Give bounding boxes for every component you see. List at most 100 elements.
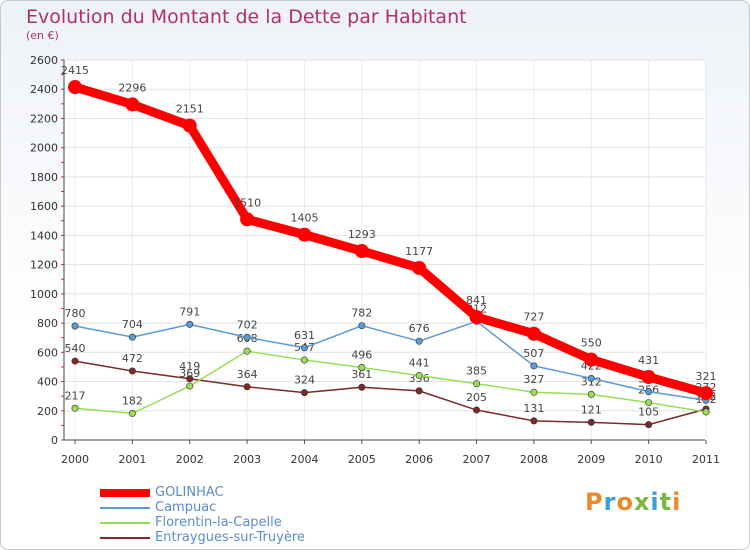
data-point-2	[473, 380, 481, 388]
data-label-2: 369	[179, 367, 200, 380]
logo-letter: P	[585, 488, 604, 516]
legend-swatch	[100, 536, 150, 539]
data-point-1	[243, 333, 251, 341]
y-tick-label: 200	[37, 405, 58, 418]
logo-letter: i	[650, 488, 660, 516]
data-point-1	[186, 320, 194, 328]
data-point-1	[530, 362, 538, 370]
data-label-1: 507	[523, 347, 544, 360]
data-label-0: 321	[696, 370, 717, 383]
y-tick-label: 1200	[30, 259, 58, 272]
data-point-1	[415, 337, 423, 345]
x-tick-label: 2003	[233, 453, 261, 466]
data-label-2: 385	[466, 365, 487, 378]
data-point-3	[415, 387, 423, 395]
data-point-2	[702, 408, 710, 416]
legend-label: GOLINHAC	[155, 485, 224, 500]
series-line-2	[74, 350, 707, 415]
data-label-3: 540	[65, 342, 86, 355]
data-point-0	[182, 118, 197, 133]
x-tick-label: 2004	[290, 453, 318, 466]
data-label-2: 496	[351, 349, 372, 362]
data-point-3	[186, 375, 194, 383]
data-point-3	[300, 389, 308, 397]
logo-letter: x	[633, 488, 651, 516]
data-label-3: 472	[122, 352, 143, 365]
x-tick-label: 2009	[577, 453, 605, 466]
series-line-3	[74, 360, 707, 426]
x-tick-label: 2001	[118, 453, 146, 466]
legend-label: Entraygues-sur-Truyère	[155, 530, 305, 545]
legend: GOLINHAC Campuac Florentin-la-Capelle Entra…	[100, 485, 305, 545]
data-point-3	[71, 357, 79, 365]
data-label-3: 121	[581, 403, 602, 416]
data-point-2	[645, 399, 653, 407]
data-point-0	[354, 244, 369, 259]
data-label-1: 782	[351, 307, 372, 320]
data-label-3: 105	[638, 406, 659, 419]
y-tick-label: 1400	[30, 229, 58, 242]
data-point-3	[587, 418, 595, 426]
y-tick-label: 2000	[30, 142, 58, 155]
logo-letter: r	[603, 488, 617, 516]
data-label-0: 841	[466, 294, 487, 307]
data-point-0	[412, 260, 427, 275]
y-tick-label: 600	[37, 346, 58, 359]
data-label-0: 2151	[176, 103, 204, 116]
legend-swatch	[100, 488, 150, 497]
data-point-3	[128, 367, 136, 375]
data-label-1: 631	[294, 329, 315, 342]
data-label-2: 441	[409, 357, 430, 370]
data-point-2	[243, 347, 251, 355]
y-tick-label: 1600	[30, 200, 58, 213]
data-label-1: 791	[179, 305, 200, 318]
data-label-3: 419	[179, 360, 200, 373]
data-label-3: 324	[294, 374, 315, 387]
data-label-3: 131	[523, 402, 544, 415]
data-point-3	[645, 421, 653, 429]
data-point-2	[415, 372, 423, 380]
data-point-2	[587, 390, 595, 398]
data-label-1: 780	[65, 307, 86, 320]
y-tick-label: 2200	[30, 112, 58, 125]
data-label-1: 704	[122, 318, 143, 331]
data-label-0: 1293	[348, 228, 376, 241]
data-point-3	[358, 383, 366, 391]
data-point-0	[641, 370, 656, 385]
data-point-0	[469, 310, 484, 325]
data-label-2: 312	[581, 375, 602, 388]
y-tick-label: 1800	[30, 171, 58, 184]
data-label-2: 327	[523, 373, 544, 386]
x-tick-label: 2008	[520, 453, 548, 466]
data-label-0: 1510	[233, 196, 261, 209]
x-tick-label: 2007	[463, 453, 491, 466]
legend-item: Florentin-la-Capelle	[100, 515, 305, 530]
data-point-2	[128, 409, 136, 417]
data-point-0	[699, 386, 713, 401]
data-label-0: 431	[638, 354, 659, 367]
data-label-0: 2296	[118, 81, 146, 94]
x-tick-label: 2011	[692, 453, 720, 466]
data-point-0	[240, 212, 255, 227]
data-point-2	[71, 404, 79, 412]
data-label-2: 182	[122, 394, 143, 407]
legend-swatch	[100, 506, 150, 509]
data-point-1	[358, 322, 366, 330]
data-point-0	[125, 97, 140, 112]
legend-item: GOLINHAC	[100, 485, 305, 500]
y-tick-label: 1000	[30, 288, 58, 301]
legend-item: Entraygues-sur-Truyère	[100, 530, 305, 545]
legend-label: Florentin-la-Capelle	[155, 515, 282, 530]
data-label-0: 1405	[290, 212, 318, 225]
data-label-3: 205	[466, 391, 487, 404]
logo-letter: o	[616, 488, 634, 516]
data-point-1	[128, 333, 136, 341]
legend-item: Campuac	[100, 500, 305, 515]
data-point-3	[243, 383, 251, 391]
data-point-1	[71, 322, 79, 330]
proxiti-logo: Proxiti	[585, 488, 681, 516]
data-point-1	[645, 388, 653, 396]
data-point-1	[300, 344, 308, 352]
data-point-2	[530, 388, 538, 396]
